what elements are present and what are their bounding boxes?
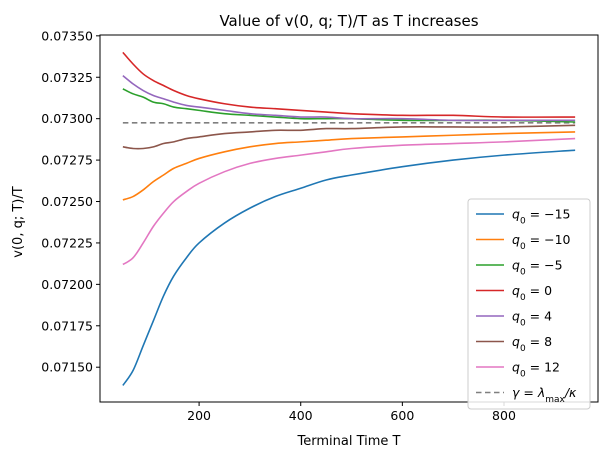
y-tick-label: 0.07175 (41, 318, 93, 333)
legend: q0 = −15 q0 = −10 q0 = −5 q0 = 0 q0 = 4 q0 = … (467, 198, 591, 410)
x-tick-label: 800 (492, 408, 516, 423)
y-tick-label: 0.07300 (41, 111, 93, 126)
y-tick-label: 0.07150 (41, 360, 93, 375)
series-line-4 (122, 74, 576, 122)
y-tick-label: 0.07325 (41, 70, 93, 85)
series-line-1 (122, 131, 576, 201)
legend-label-7: γ = λmax/κ (512, 385, 577, 405)
series-line-5 (122, 124, 576, 150)
legend-label-4: q0 = 4 (512, 309, 552, 329)
series-line-6 (122, 137, 576, 266)
chart-title: Value of v(0, q; T)/T as T increases (219, 12, 478, 30)
legend-label-3: q0 = 0 (512, 283, 552, 303)
y-axis-label: v(0, q; T)/T (11, 186, 26, 257)
legend-label-6: q0 = 12 (512, 360, 560, 380)
y-tick-label: 0.07200 (41, 277, 93, 292)
y-tick-label: 0.07350 (41, 28, 93, 43)
series-line-3 (122, 51, 576, 118)
legend-box (467, 198, 591, 410)
legend-label-0: q0 = −15 (512, 207, 570, 227)
ticks-layer: 200 400 600 800 0.07150 0.07175 0.07200 0.07225… (41, 28, 516, 423)
chart-title-text: Value of v(0, q; T)/T as T increases (219, 12, 478, 30)
y-axis-label-text: v(0, q; T)/T (11, 186, 26, 257)
y-tick-label: 0.07275 (41, 153, 93, 168)
legend-label-1: q0 = −10 (512, 232, 571, 252)
y-tick-label: 0.07225 (41, 235, 93, 250)
x-tick-label: 200 (187, 408, 211, 423)
legend-label-5: q0 = 8 (512, 334, 552, 354)
legend-label-2: q0 = −5 (512, 258, 563, 278)
series-line-0 (122, 149, 576, 386)
series-line-2 (122, 88, 576, 123)
x-tick-label: 600 (390, 408, 414, 423)
x-axis-label: Terminal Time T (297, 434, 401, 449)
plot-area-frame (99, 34, 599, 403)
y-tick-label: 0.07250 (41, 194, 93, 209)
x-tick-label: 400 (289, 408, 313, 423)
x-axis-label-text: Terminal Time T (297, 434, 401, 449)
series-layer (122, 51, 576, 386)
